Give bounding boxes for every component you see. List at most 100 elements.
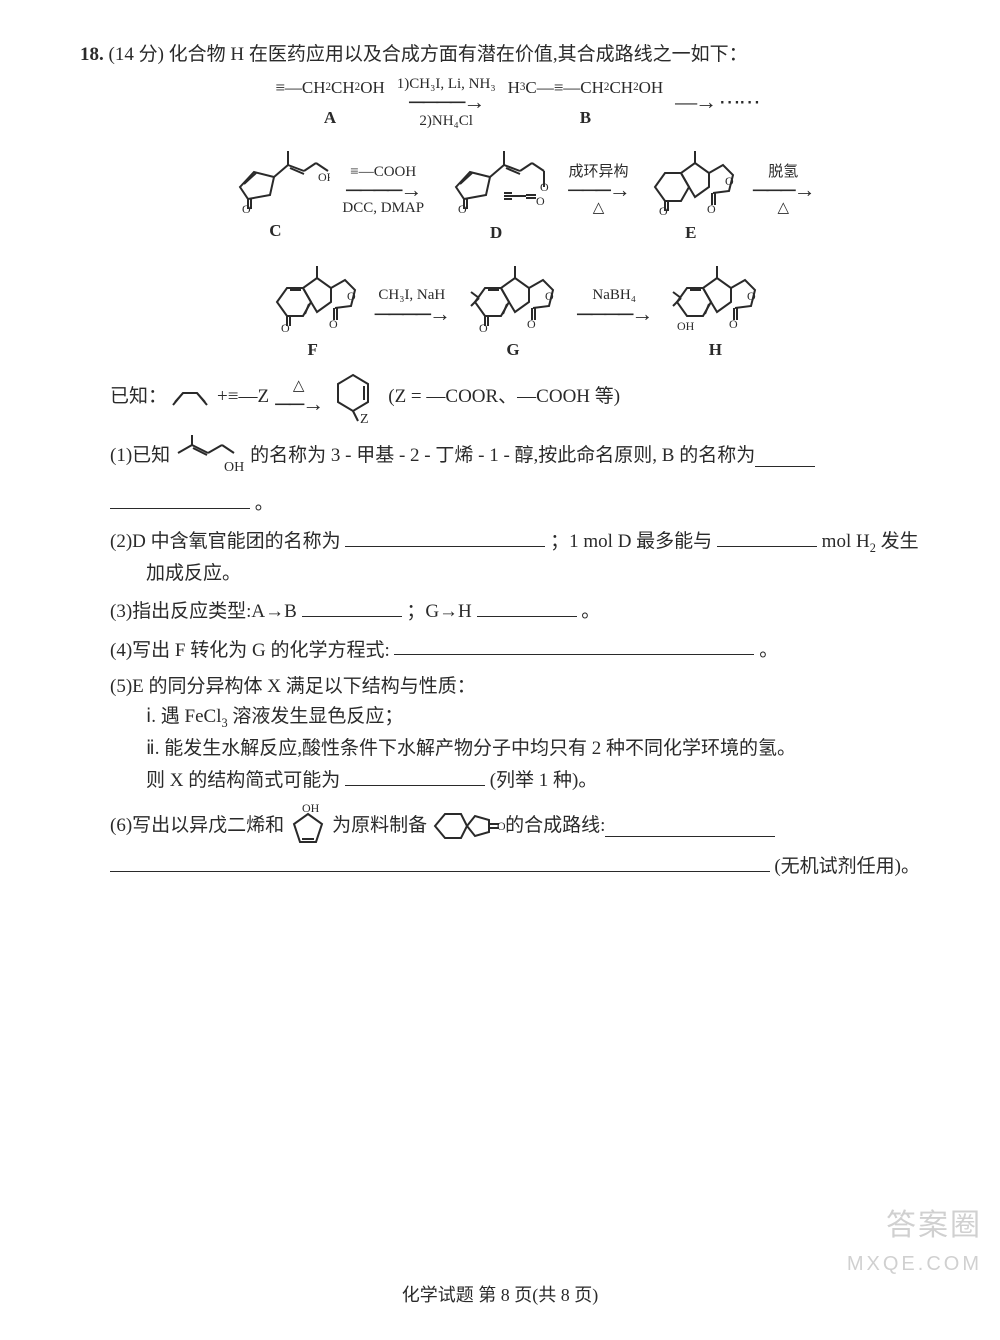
subq1-blank-row: 。 bbox=[110, 487, 920, 519]
arrow-shaft-icon: ────→ bbox=[409, 90, 483, 114]
svg-text:OH: OH bbox=[302, 802, 320, 815]
structure-E: O O O bbox=[641, 135, 741, 217]
subq-6: (6)写出以异戊二烯和 OH 为原料制备 bbox=[110, 802, 920, 850]
molecule-A: ≡—CH2CH2OH A bbox=[275, 74, 384, 130]
blank-subq1-inline bbox=[755, 445, 815, 467]
svg-text:OH: OH bbox=[677, 319, 695, 333]
blank-subq1 bbox=[110, 487, 250, 509]
svg-text:OH: OH bbox=[318, 170, 330, 184]
svg-text:O: O bbox=[458, 202, 467, 216]
molecule-E: O O O E bbox=[641, 135, 741, 246]
svg-text:O: O bbox=[242, 202, 251, 215]
scheme-row-1: ≡—CH2CH2OH A 1)CH₃I, Li, NH₃ ────→ 2)NH₄… bbox=[110, 74, 920, 130]
blank-subq3a bbox=[302, 595, 402, 617]
blank-subq2a bbox=[345, 525, 545, 547]
subq5-then: 则 X 的结构简式可能为 bbox=[146, 770, 340, 791]
label-G: G bbox=[506, 336, 519, 363]
structure-D-svg: O O O bbox=[436, 135, 556, 217]
structure-G-svg: O O O bbox=[461, 250, 565, 334]
subq1-suffix: 。 bbox=[255, 493, 274, 514]
label-B: B bbox=[580, 104, 591, 131]
structure-H-svg: OH O O bbox=[663, 250, 767, 334]
structure-B: H3C—≡—CH2CH2OH bbox=[508, 74, 664, 101]
arrow-trail-shaft: —→ ⋯⋯ bbox=[675, 90, 759, 114]
svg-text:O: O bbox=[725, 174, 734, 188]
plus: + bbox=[217, 382, 228, 412]
page-footer: 化学试题 第 8 页(共 8 页) bbox=[0, 1281, 1000, 1310]
molecule-D: O O O D bbox=[436, 135, 556, 246]
arrow-5: CH₃I, NaH ────→ bbox=[375, 287, 449, 326]
arrow-trail: —→ ⋯⋯ bbox=[675, 90, 759, 114]
subq5-a: (5)E 的同分异构体 X 满足以下结构与性质： bbox=[110, 672, 920, 702]
alkyne-z: ≡—Z bbox=[228, 382, 269, 412]
label-D: D bbox=[490, 219, 502, 246]
arrow-1-bottom: 2)NH₄Cl bbox=[419, 113, 473, 130]
subq5-i: ⅰ. 遇 FeCl3 溶液发生显色反应； bbox=[146, 702, 920, 734]
label-C: C bbox=[269, 217, 281, 244]
subq2-b: ；1 mol D 最多能与 bbox=[550, 531, 712, 552]
arrow-4-bottom: △ bbox=[777, 200, 789, 217]
structure-A: ≡—CH2CH2OH bbox=[275, 74, 384, 101]
svg-text:O: O bbox=[707, 202, 716, 216]
structure-H: OH O O bbox=[663, 250, 767, 334]
blank-subq5 bbox=[345, 764, 485, 786]
svg-text:O: O bbox=[347, 289, 356, 303]
subq6-tail: (无机试剂任用)。 bbox=[774, 852, 920, 882]
arrow-2: ≡—COOH ────→ DCC, DMAP bbox=[342, 164, 424, 217]
subq5-then-row: 则 X 的结构简式可能为 (列举 1 种)。 bbox=[146, 764, 920, 796]
label-H: H bbox=[709, 336, 722, 363]
molecule-H: OH O O H bbox=[663, 250, 767, 363]
question-header: 18. (14 分) 化合物 H 在医药应用以及合成方面有潜在价值,其合成路线之… bbox=[80, 40, 920, 70]
scheme-row-3: O O O F CH₃I, NaH ────→ bbox=[110, 250, 920, 363]
subq-2: (2)D 中含氧官能团的名称为 ；1 mol D 最多能与 mol H2 发生 bbox=[110, 525, 920, 558]
molecule-C: O OH C bbox=[220, 137, 330, 244]
blank-subq2b bbox=[717, 525, 817, 547]
watermark-url: MXQE.COM bbox=[847, 1248, 982, 1280]
bicyclic-ketone-icon: O bbox=[427, 806, 505, 846]
arrow-4: 脱氢 ───→ △ bbox=[753, 164, 814, 217]
known-prefix: 已知： bbox=[110, 382, 167, 412]
label-E: E bbox=[685, 219, 696, 246]
subq1-mid: 的名称为 3 - 甲基 - 2 - 丁烯 - 1 - 醇,按此命名原则, B 的… bbox=[250, 441, 755, 471]
svg-text:O: O bbox=[281, 321, 290, 334]
subq5-tail: (列举 1 种)。 bbox=[490, 770, 598, 791]
subq6-a: (6)写出以异戊二烯和 bbox=[110, 811, 284, 841]
structure-C: O OH bbox=[220, 137, 330, 215]
svg-text:O: O bbox=[545, 289, 554, 303]
svg-text:O: O bbox=[659, 204, 668, 217]
svg-text:O: O bbox=[540, 180, 549, 194]
subq1-prefix: (1)已知 bbox=[110, 441, 170, 471]
molecule-B: H3C—≡—CH2CH2OH B bbox=[508, 74, 664, 130]
arrow-shaft-icon: ────→ bbox=[577, 302, 651, 326]
arrow-shaft-icon: ───→ bbox=[568, 178, 629, 202]
svg-text:O: O bbox=[329, 317, 338, 331]
subq6-line2: (无机试剂任用)。 bbox=[110, 850, 920, 882]
cyclopentenol-icon: OH bbox=[284, 802, 332, 850]
structure-F: O O O bbox=[263, 250, 363, 334]
subq4-a: (4)写出 F 转化为 G 的化学方程式: bbox=[110, 639, 390, 660]
question-body: ≡—CH2CH2OH A 1)CH₃I, Li, NH₃ ────→ 2)NH₄… bbox=[110, 74, 920, 882]
subq-3: (3)指出反应类型:A→B ；G→H 。 bbox=[110, 595, 920, 627]
structure-G: O O O bbox=[461, 250, 565, 334]
svg-text:O: O bbox=[497, 819, 505, 833]
svg-text:OH: OH bbox=[224, 460, 244, 475]
arrow-known: △ ──→ bbox=[275, 378, 322, 417]
arrow-3: 成环异构 ───→ △ bbox=[568, 164, 629, 217]
arrow-shaft-icon: ────→ bbox=[346, 178, 420, 202]
label-F: F bbox=[307, 336, 317, 363]
arrow-1: 1)CH₃I, Li, NH₃ ────→ 2)NH₄Cl bbox=[397, 76, 496, 129]
watermark-text: 答案圈 bbox=[886, 1202, 982, 1250]
diene-icon bbox=[167, 377, 217, 417]
blank-subq4 bbox=[394, 634, 754, 656]
question-points: (14 分) bbox=[109, 44, 164, 65]
subq-1: (1)已知 OH 的名称为 3 - 甲基 - 2 - 丁烯 - 1 - 醇,按此… bbox=[110, 431, 920, 481]
structure-C-svg: O OH bbox=[220, 137, 330, 215]
arrow-6: NaBH₄ ────→ bbox=[577, 287, 651, 326]
subq3-a: (3)指出反应类型:A→B bbox=[110, 601, 297, 622]
subq6-c: 的合成路线: bbox=[505, 811, 605, 841]
scheme-row-2: O OH C ≡—COOH ────→ DCC, DMAP bbox=[110, 135, 920, 246]
arrow-3-bottom: △ bbox=[593, 200, 605, 217]
subq6-b: 为原料制备 bbox=[332, 811, 427, 841]
structure-E-svg: O O O bbox=[641, 135, 741, 217]
exam-page: 18. (14 分) 化合物 H 在医药应用以及合成方面有潜在价值,其合成路线之… bbox=[0, 0, 1000, 1340]
